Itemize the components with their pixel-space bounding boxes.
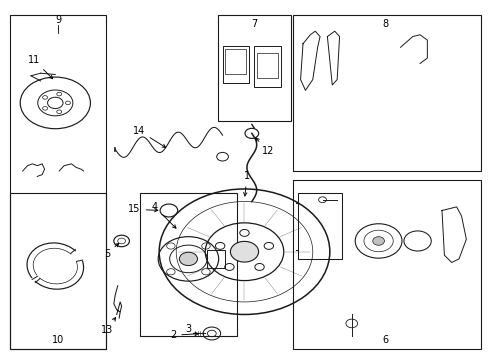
- Text: 12: 12: [255, 138, 274, 156]
- Circle shape: [230, 241, 258, 262]
- Bar: [298, 193, 341, 259]
- Text: 10: 10: [52, 334, 64, 345]
- Bar: [293, 15, 480, 171]
- Text: 3: 3: [185, 324, 191, 334]
- Bar: [257, 53, 278, 78]
- Text: 13: 13: [101, 318, 115, 335]
- Bar: [217, 15, 290, 121]
- Text: 14: 14: [132, 126, 165, 148]
- Bar: [140, 193, 237, 336]
- Bar: [207, 250, 225, 268]
- Text: 15: 15: [128, 204, 158, 215]
- Circle shape: [179, 252, 197, 266]
- Text: 7: 7: [251, 19, 257, 29]
- Text: 6: 6: [382, 334, 388, 345]
- Circle shape: [372, 237, 384, 245]
- Bar: [225, 49, 246, 74]
- Text: 5: 5: [103, 243, 119, 258]
- Text: 8: 8: [382, 19, 388, 29]
- Text: 4: 4: [151, 202, 176, 228]
- Bar: [222, 45, 249, 83]
- Text: 11: 11: [28, 55, 53, 79]
- Text: 9: 9: [55, 15, 61, 26]
- Bar: [10, 15, 105, 348]
- Text: 1: 1: [243, 171, 249, 196]
- Bar: [10, 193, 105, 348]
- Text: 2: 2: [170, 330, 198, 340]
- Bar: [254, 45, 281, 87]
- Bar: [293, 180, 480, 348]
